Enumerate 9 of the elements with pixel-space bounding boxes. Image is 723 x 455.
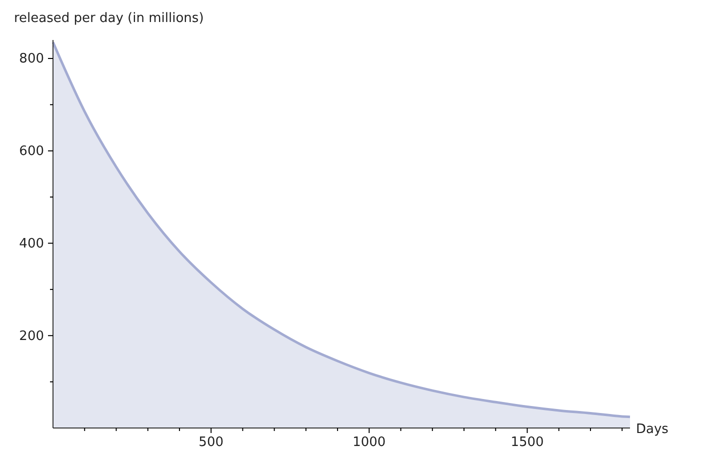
- x-tick-label: 1000: [352, 435, 386, 450]
- y-tick-label: 600: [19, 144, 44, 160]
- y-tick-label: 800: [19, 52, 44, 67]
- y-axis-title: released per day (in millions): [14, 11, 204, 26]
- x-axis-title: Days: [636, 422, 669, 437]
- x-tick-label: 500: [198, 435, 224, 450]
- x-tick-label: 1500: [510, 435, 544, 450]
- y-tick-label: 200: [19, 328, 44, 344]
- y-tick-label: 400: [19, 236, 44, 252]
